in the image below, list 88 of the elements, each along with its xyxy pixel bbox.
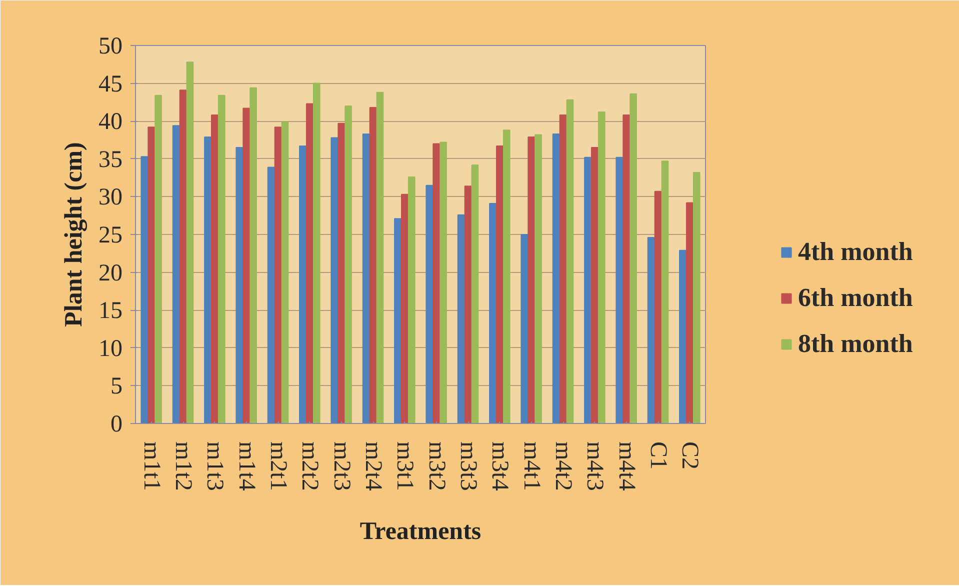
x-tick-label: m2t3	[328, 442, 354, 491]
y-tick-label: 15	[98, 298, 122, 324]
bar	[679, 250, 686, 424]
bar	[559, 114, 567, 424]
bar	[591, 147, 598, 424]
bar	[502, 130, 510, 424]
bar	[250, 87, 257, 424]
x-tick-label: m3t4	[486, 442, 513, 491]
bar	[584, 156, 592, 424]
x-tick-label: m4t4	[613, 442, 640, 491]
x-axis-title: Treatments	[360, 518, 482, 545]
bar	[274, 126, 282, 424]
bar	[306, 103, 314, 424]
y-tick-label: 40	[98, 109, 122, 136]
bar	[489, 203, 496, 424]
y-tick-label: 0	[110, 412, 122, 438]
bar	[376, 92, 384, 424]
bar	[440, 142, 447, 424]
bar	[312, 82, 320, 424]
bar	[408, 176, 416, 424]
bar	[566, 99, 574, 424]
legend-label: 4th month	[798, 237, 913, 267]
x-tick-label: C2	[676, 442, 703, 470]
y-tick-label: 50	[98, 34, 122, 60]
x-tick-label: m1t2	[170, 442, 196, 491]
bar	[686, 202, 694, 424]
bar	[179, 90, 187, 424]
x-tick-label: m2t2	[296, 442, 323, 491]
bar	[172, 125, 180, 424]
x-tick-label: m1t3	[202, 442, 228, 491]
bar	[218, 94, 226, 424]
x-tick-label: m3t3	[455, 442, 481, 491]
bar	[471, 164, 479, 424]
bar	[401, 194, 408, 424]
bar	[426, 184, 434, 424]
bar	[338, 122, 345, 424]
bar	[457, 214, 465, 424]
x-tick-label: m1t1	[138, 442, 164, 491]
bar	[236, 147, 244, 424]
bar	[528, 136, 535, 424]
x-tick-label: m4t2	[550, 442, 576, 491]
y-tick-label: 5	[110, 374, 122, 400]
bar	[330, 137, 338, 424]
y-tick-label: 45	[98, 71, 122, 98]
y-tick-label: 35	[98, 146, 122, 173]
bar	[211, 114, 218, 424]
x-tick-label: C1	[645, 442, 671, 470]
bar	[661, 160, 669, 424]
bar	[267, 166, 275, 424]
y-tick-label: 20	[98, 260, 122, 286]
bar	[496, 146, 504, 424]
y-axis-title: Plant height (cm)	[60, 142, 88, 327]
y-tick-label: 25	[98, 222, 122, 248]
y-tick-label: 10	[98, 336, 122, 362]
bar	[394, 218, 402, 424]
bar	[148, 126, 155, 424]
x-tick-label: m1t4	[233, 442, 260, 491]
bar	[534, 134, 542, 424]
bar	[281, 121, 289, 424]
bar	[154, 94, 162, 424]
bar	[654, 190, 662, 424]
bar	[362, 133, 370, 424]
legend-label: 6th month	[798, 283, 913, 313]
bar	[242, 108, 250, 424]
x-tick-label: m2t1	[265, 442, 291, 491]
bar	[692, 172, 700, 424]
x-tick-label: m4t3	[582, 442, 608, 491]
legend-label: 8th month	[798, 329, 913, 359]
bar	[299, 146, 306, 424]
x-tick-label: m2t4	[360, 442, 386, 491]
bar	[369, 106, 377, 424]
bar	[622, 114, 630, 424]
bar	[140, 156, 148, 424]
x-tick-label: m3t2	[423, 442, 450, 491]
bar	[464, 186, 472, 424]
bar	[344, 105, 352, 424]
bar	[204, 136, 212, 424]
x-tick-label: m3t1	[392, 442, 418, 491]
bar	[552, 133, 560, 424]
bar	[630, 93, 637, 424]
bar	[616, 156, 624, 424]
bar	[186, 62, 194, 424]
bar	[432, 143, 440, 424]
bar	[520, 234, 528, 424]
x-tick-label: m4t1	[518, 442, 544, 491]
bar	[598, 112, 606, 424]
bar	[647, 237, 655, 424]
y-tick-label: 30	[98, 184, 122, 211]
